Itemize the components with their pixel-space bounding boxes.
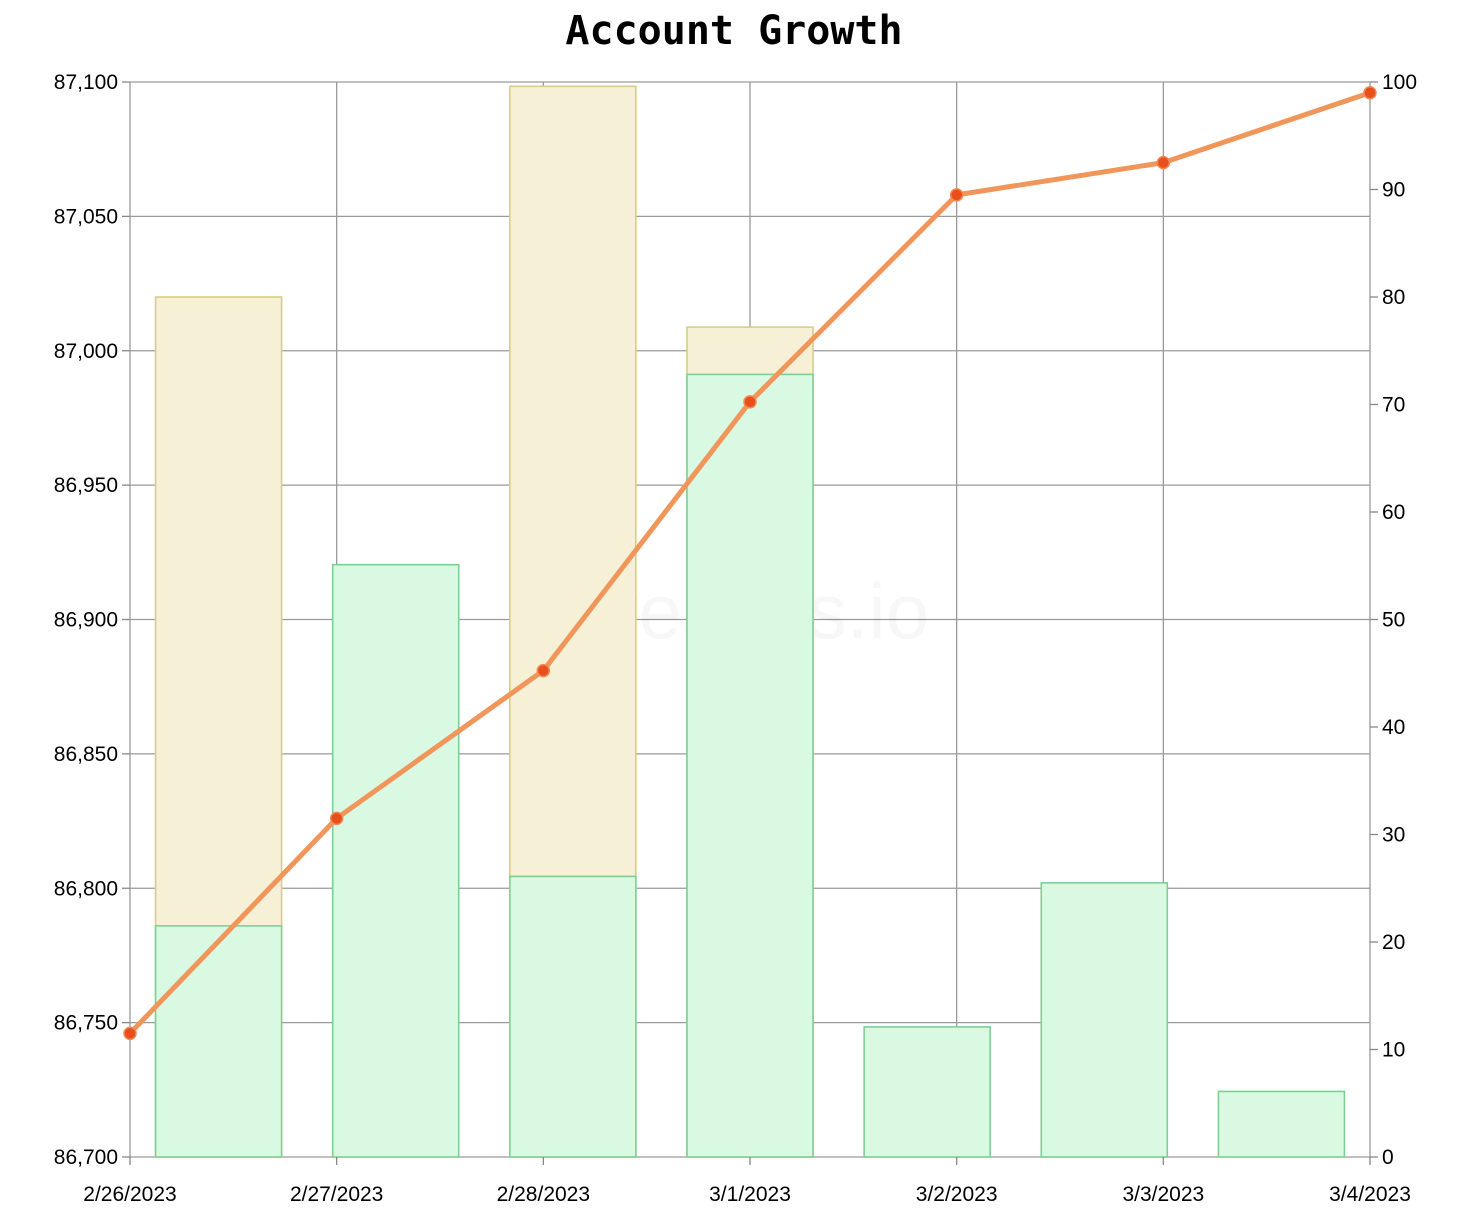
line-point <box>536 663 551 678</box>
bar-green <box>154 925 283 1158</box>
left-tick-label: 86,900 <box>54 609 118 632</box>
line-point <box>329 811 344 826</box>
left-tick-label: 86,700 <box>54 1146 118 1169</box>
left-tick-label: 86,800 <box>54 877 118 900</box>
axes: 86,700 86,750 86,800 86,850 86,900 86,950 87,0… <box>54 71 1417 1206</box>
right-tick-label: 30 <box>1382 824 1405 847</box>
right-tick-label: 100 <box>1382 71 1417 94</box>
line-point <box>1363 86 1377 100</box>
bar-green <box>863 1026 991 1158</box>
bar-green <box>1217 1090 1346 1158</box>
right-tick-label: 20 <box>1382 931 1405 954</box>
left-tick-label: 86,750 <box>54 1012 118 1035</box>
right-tick-label: 70 <box>1382 394 1405 417</box>
line-point <box>949 188 964 202</box>
right-tick-label: 10 <box>1382 1039 1405 1062</box>
x-tick-label: 3/3/2023 <box>1122 1183 1204 1206</box>
bar-green <box>331 563 460 1158</box>
right-tick-label: 60 <box>1382 501 1405 524</box>
line-series <box>123 86 1377 1041</box>
right-tick-label: 80 <box>1382 286 1405 309</box>
left-tick-label: 87,100 <box>54 71 118 94</box>
line-point <box>743 395 757 409</box>
left-tick-label: 87,050 <box>54 205 118 228</box>
x-tick-label: 2/26/2023 <box>83 1183 176 1206</box>
x-tick-label: 2/27/2023 <box>290 1183 383 1206</box>
x-tick-label: 3/4/2023 <box>1329 1183 1411 1206</box>
bar-green <box>1040 882 1169 1158</box>
left-tick-label: 86,950 <box>54 474 118 497</box>
right-tick-label: 0 <box>1382 1146 1394 1169</box>
line-point <box>123 1026 137 1041</box>
chart-title: Account Growth <box>565 8 902 54</box>
x-tick-label: 3/2/2023 <box>916 1183 998 1206</box>
right-tick-label: 50 <box>1382 609 1405 632</box>
x-tick-label: 3/1/2023 <box>709 1183 791 1206</box>
line-point <box>1156 155 1171 170</box>
x-tick-label: 2/28/2023 <box>497 1183 590 1206</box>
bar-series <box>154 85 1346 1158</box>
bar-green <box>686 373 814 1158</box>
right-tick-label: 90 <box>1382 179 1405 202</box>
right-tick-label: 40 <box>1382 716 1405 739</box>
left-tick-label: 87,000 <box>54 340 118 363</box>
left-tick-label: 86,850 <box>54 743 118 766</box>
bar-green <box>509 875 637 1158</box>
